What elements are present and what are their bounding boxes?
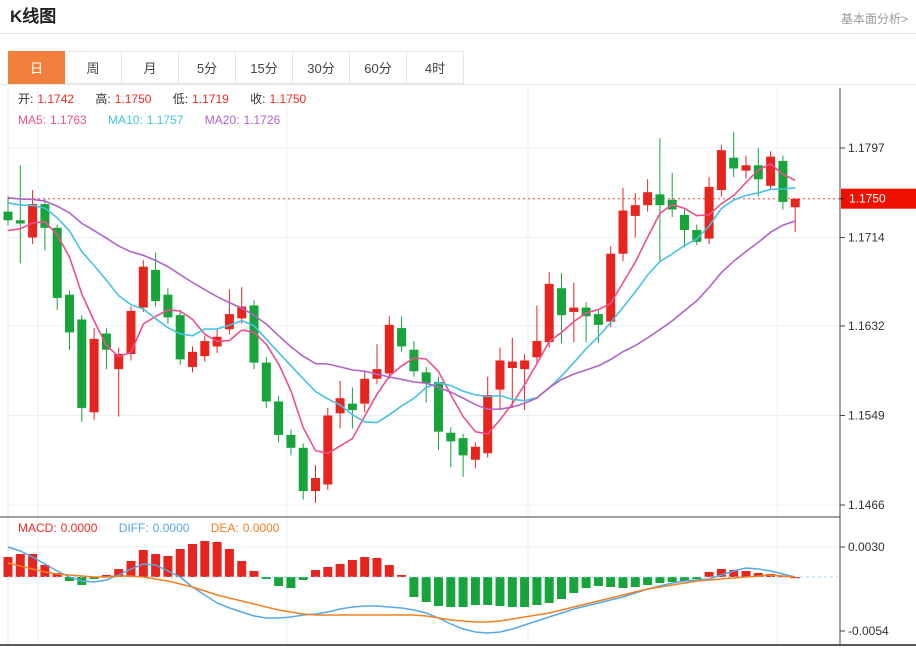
tabbar-divider — [0, 84, 916, 85]
tab-15分[interactable]: 15分 — [236, 51, 293, 84]
dea-value: 0.0000 — [242, 521, 280, 535]
page-title: K线图 — [10, 7, 57, 26]
low-value: 1.1719 — [192, 92, 229, 106]
ma10-label: MA10: — [108, 113, 143, 127]
tab-日[interactable]: 日 — [8, 51, 65, 84]
diff-line — [7, 546, 796, 634]
candlestick-layer — [3, 131, 800, 503]
ma20-label: MA20: — [204, 113, 240, 127]
ma5-value: 1.1763 — [50, 113, 87, 127]
svg-text:1.1632: 1.1632 — [848, 319, 885, 333]
current-price-badge: 1.1750 — [840, 188, 916, 209]
macd-lines — [7, 546, 796, 634]
period-tabs: 日周月 5分 15分 30分 60分 4时 — [8, 51, 464, 84]
open-label: 开: — [18, 92, 34, 106]
macd-value: 0.0000 — [60, 521, 98, 535]
tab-4时[interactable]: 4时 — [407, 51, 464, 84]
dea-line — [7, 562, 796, 623]
close-label: 收: — [250, 92, 266, 106]
tab-5分[interactable]: 5分 — [179, 51, 236, 84]
ma5-label: MA5: — [18, 113, 47, 127]
open-value: 1.1742 — [37, 92, 75, 106]
tab-周[interactable]: 周 — [65, 51, 122, 84]
svg-text:1.1714: 1.1714 — [848, 231, 885, 245]
svg-text:1.1750: 1.1750 — [849, 192, 886, 206]
axes — [0, 88, 916, 646]
diff-label: DIFF: — [118, 521, 149, 535]
high-label: 高: — [95, 92, 111, 106]
svg-text:1.1797: 1.1797 — [848, 141, 885, 155]
tab-30分[interactable]: 30分 — [293, 51, 350, 84]
close-value: 1.1750 — [269, 92, 307, 106]
price-axis-labels: 1.1797 1.1714 1.1632 1.1549 1.1466 0.0030 -0.0… — [840, 141, 889, 638]
low-label: 低: — [172, 92, 189, 106]
tab-月[interactable]: 月 — [122, 51, 179, 84]
ma10-value: 1.1757 — [146, 113, 184, 127]
ma-line-MA20 — [7, 196, 796, 411]
ma-line-MA10 — [7, 187, 796, 424]
ma-line-MA5 — [7, 163, 796, 455]
svg-text:0.0030: 0.0030 — [848, 540, 885, 554]
grid-lines — [7, 88, 840, 645]
ohlc-info: 开: 1.1742 高: 1.1750 低: 1.1719 收: 1.1750 — [18, 92, 324, 106]
ma-lines — [7, 163, 796, 455]
diff-value: 0.0000 — [152, 521, 190, 535]
dea-label: DEA: — [210, 521, 239, 535]
ma20-value: 1.1726 — [243, 113, 281, 127]
svg-text:-0.0054: -0.0054 — [848, 624, 889, 638]
ma-info: MA5: 1.1763 MA10: 1.1757 MA20: 1.1726 — [18, 113, 298, 127]
svg-text:1.1466: 1.1466 — [848, 498, 885, 512]
macd-info: MACD: 0.0000 DIFF: 0.0000 DEA: 0.0000 — [18, 521, 297, 535]
page-header: K线图 基本面分析> — [0, 0, 916, 34]
tab-60分[interactable]: 60分 — [350, 51, 407, 84]
svg-text:1.1549: 1.1549 — [848, 408, 885, 422]
high-value: 1.1750 — [114, 92, 152, 106]
fundamental-analysis-link[interactable]: 基本面分析> — [840, 12, 908, 26]
macd-label: MACD: — [18, 521, 57, 535]
macd-histogram — [3, 541, 800, 607]
